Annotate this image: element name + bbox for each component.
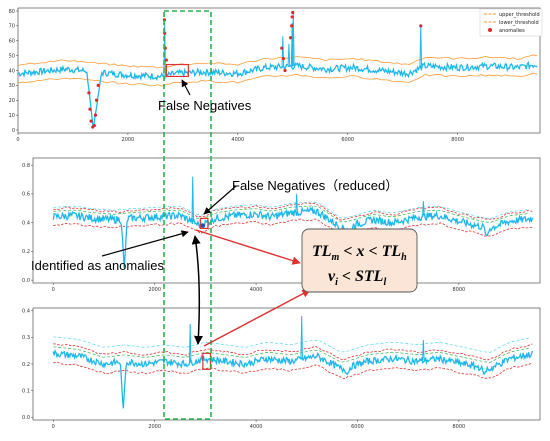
highlight-box: [165, 63, 189, 78]
green-threshold-line: [53, 205, 529, 223]
y-tick-label: 0.4: [22, 308, 30, 314]
y-tick-label: 0.0: [22, 278, 30, 284]
upper-threshold-line: [53, 202, 533, 221]
anomaly-point: [288, 36, 293, 40]
anomaly-point: [93, 113, 98, 117]
anomaly-point: [164, 58, 168, 62]
signal-spike: [419, 25, 423, 68]
legend-anomaly-swatch: [488, 28, 492, 32]
signal-spike: [300, 315, 303, 360]
y-tick-label: 0.8: [22, 163, 30, 169]
arrow-identified: [101, 230, 189, 257]
x-tick-label: 4000: [250, 424, 263, 430]
y-tick-label: 20: [9, 98, 15, 104]
x-tick-label: 6000: [341, 137, 354, 143]
lower-threshold-line: [53, 361, 533, 380]
formula-line-2: vi < STLl: [328, 268, 386, 288]
anomaly-point: [419, 24, 423, 28]
x-tick-label: 8000: [453, 424, 466, 430]
arrow-vertical-link: [191, 235, 203, 345]
signal-line: [17, 60, 538, 127]
signal-spike: [287, 43, 291, 67]
anomaly-point: [290, 24, 294, 28]
y-tick-label: 0.1: [22, 388, 30, 394]
anomaly-point: [291, 10, 295, 15]
axes-frame: [32, 157, 541, 284]
cyan-threshold-line: [53, 201, 529, 220]
panel-bottom: 0 2000 4000 6000 8000 0.0 0.1 0.2 0.3 0.4: [22, 307, 541, 430]
x-tick-label: 2000: [148, 287, 161, 293]
arrow-false-negatives: [181, 79, 191, 96]
signal-line: [52, 205, 534, 269]
legend-upper-label: upper_threshold: [499, 12, 540, 18]
cyan-threshold-line: [53, 336, 529, 353]
annotation-false-negatives: False Negatives: [158, 98, 252, 113]
anomaly-point: [283, 68, 287, 73]
green-threshold-line: [53, 346, 529, 363]
y-tick-label: 50: [9, 53, 15, 59]
upper-threshold-line: [17, 54, 538, 69]
y-tick-label: 0.4: [22, 220, 30, 226]
x-tick-label: 4000: [231, 137, 244, 143]
signal-line: [52, 348, 534, 409]
y-tick-label: 0.6: [22, 192, 30, 198]
highlight-box: [202, 352, 212, 370]
y-tick-label: 0: [12, 128, 15, 134]
x-tick-label: 0: [52, 287, 55, 293]
x-tick-label: 8000: [451, 137, 464, 143]
signal-spike: [422, 201, 425, 217]
anomaly-point: [96, 83, 100, 87]
x-tick-label: 4000: [250, 287, 263, 293]
annotation-false-negatives-reduced: False Negatives（reduced）: [232, 178, 398, 193]
anomaly-point: [290, 15, 294, 19]
highlight-box: [199, 217, 209, 230]
x-tick-label: 6000: [351, 424, 364, 430]
anomaly-point: [87, 91, 91, 95]
lower-threshold-line: [17, 72, 538, 87]
red-arrow-from-bottom: [203, 289, 311, 347]
legend-lower-label: lower_threshold: [499, 20, 539, 26]
x-tick-label: 0: [52, 424, 55, 430]
green-dashed-region: [163, 10, 212, 420]
y-tick-label: 60: [9, 39, 15, 45]
signal-spike: [422, 339, 425, 361]
red-arrow-from-middle: [195, 229, 301, 265]
annotation-identified-as-anomalies: Identified as anomalies: [31, 258, 164, 273]
anomaly-point: [280, 46, 284, 50]
y-tick-label: 0.0: [22, 415, 30, 421]
x-tick-label: 2000: [122, 137, 135, 143]
x-tick-label: 0: [16, 137, 19, 143]
y-tick-label: 0.2: [22, 362, 30, 368]
y-tick-label: 40: [9, 68, 15, 74]
anomaly-point: [88, 107, 92, 111]
y-tick-label: 70: [9, 24, 15, 30]
lower-threshold-line: [53, 218, 533, 237]
signal-spike: [188, 323, 192, 363]
x-tick-label: 8000: [453, 287, 466, 293]
panel-top: 0 2000 4000 6000 8000 0 10 20 30 40 50 60 70 80: [9, 7, 541, 143]
y-tick-label: 10: [9, 113, 15, 119]
anomaly-point: [92, 123, 96, 128]
x-tick-label: 2000: [148, 424, 161, 430]
formula-line-1: TLm < x < TLh: [312, 243, 407, 263]
signal-spike: [295, 193, 298, 213]
y-tick-label: 0.2: [22, 249, 30, 255]
formula-box: TLm < x < TLh vi < STLl: [301, 228, 418, 293]
legend: upper_threshold lower_threshold anomalie…: [479, 8, 543, 37]
arrow-false-negatives-reduced: [203, 185, 237, 215]
upper-threshold-line: [53, 343, 533, 361]
anomaly-point: [281, 56, 285, 61]
y-tick-label: 80: [9, 9, 15, 15]
y-tick-label: 30: [9, 83, 15, 89]
signal-spike: [281, 36, 285, 67]
signal-spike: [191, 176, 194, 222]
anomaly-point: [89, 119, 93, 123]
identified-point: [200, 223, 206, 228]
anomaly-point: [94, 98, 99, 102]
legend-anomalies-label: anomalies: [499, 28, 525, 34]
y-tick-label: 0.3: [22, 335, 30, 341]
